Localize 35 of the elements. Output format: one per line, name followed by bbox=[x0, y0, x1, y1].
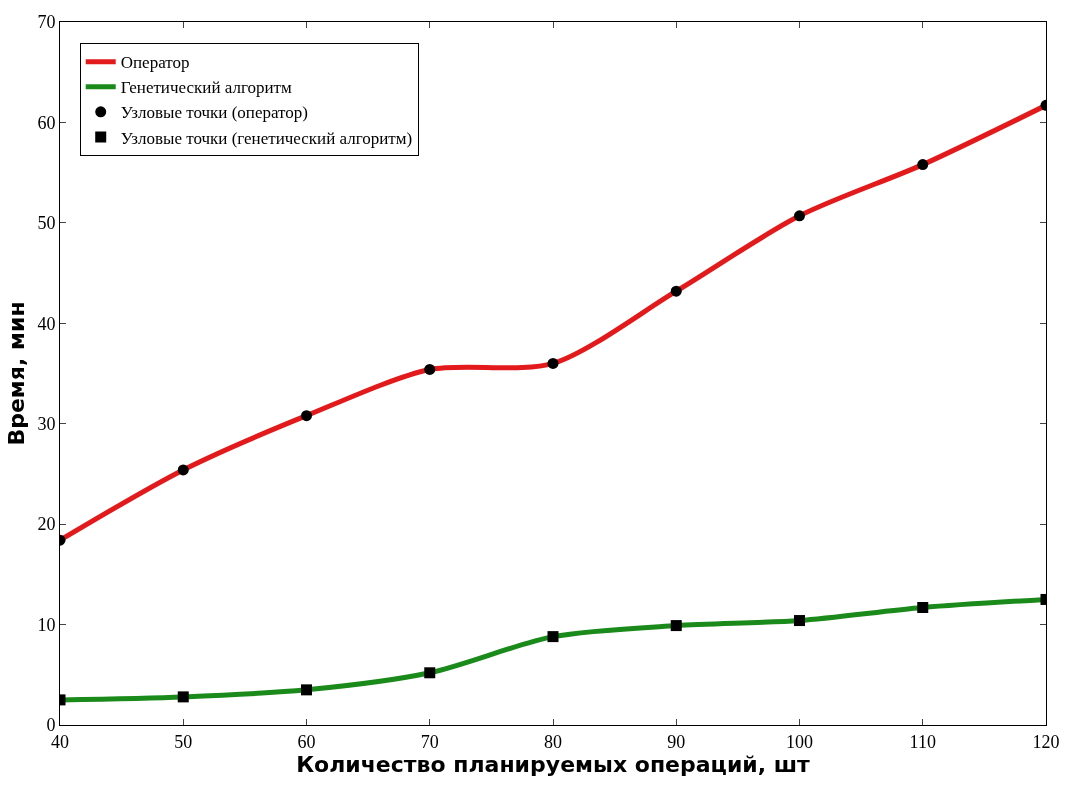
y-tick-label: 20 bbox=[37, 514, 56, 535]
y-tick-label: 50 bbox=[37, 213, 56, 234]
point bbox=[670, 285, 682, 297]
y-tick-label: 70 bbox=[37, 12, 56, 33]
point bbox=[547, 357, 559, 369]
point bbox=[670, 620, 682, 632]
point bbox=[424, 667, 436, 679]
y-tick-label: 60 bbox=[37, 112, 56, 133]
y-axis-title: Время, мин bbox=[4, 301, 30, 446]
x-tick-label: 120 bbox=[1032, 731, 1060, 752]
point bbox=[794, 615, 805, 627]
point bbox=[547, 631, 559, 643]
x-tick-label: 50 bbox=[174, 731, 193, 752]
point bbox=[917, 602, 929, 613]
y-tick-label: 40 bbox=[37, 313, 56, 334]
x-tick-label: 60 bbox=[297, 731, 316, 752]
legend-label: Генетический алгоритм bbox=[120, 78, 292, 98]
point bbox=[177, 691, 189, 703]
legend-label: Узловые точки (генетический алгоритм) bbox=[120, 128, 413, 148]
point bbox=[301, 684, 312, 696]
point bbox=[917, 159, 929, 171]
x-tick-label: 100 bbox=[786, 731, 813, 752]
y-tick-label: 10 bbox=[37, 614, 56, 635]
point bbox=[177, 464, 189, 476]
legend-label: Оператор bbox=[120, 53, 190, 73]
x-tick-label: 110 bbox=[909, 731, 936, 752]
x-axis-title: Количество планируемых операций, шт bbox=[296, 751, 811, 777]
x-tick-label: 80 bbox=[544, 731, 562, 752]
legend-label: Узловые точки (оператор) bbox=[120, 103, 308, 123]
x-tick-label: 70 bbox=[420, 731, 439, 752]
point bbox=[301, 410, 312, 422]
y-tick-label: 30 bbox=[37, 414, 56, 435]
point bbox=[424, 363, 436, 375]
x-tick-label: 90 bbox=[667, 731, 686, 752]
point bbox=[794, 210, 805, 222]
